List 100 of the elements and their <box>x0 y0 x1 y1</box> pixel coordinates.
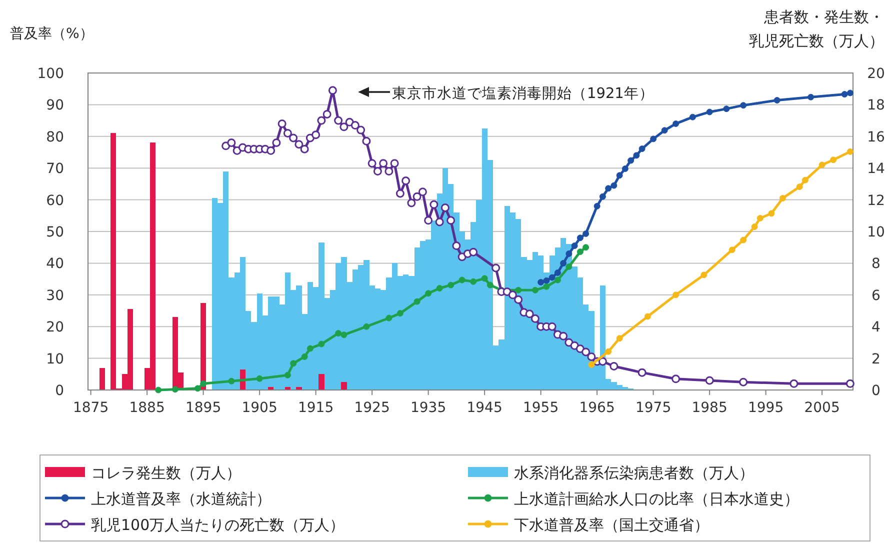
y2-tick-label: 14 <box>867 161 885 178</box>
point <box>582 230 590 237</box>
point <box>548 274 556 281</box>
point <box>661 127 668 134</box>
point <box>830 156 837 164</box>
point <box>458 276 466 284</box>
point <box>560 260 567 266</box>
x-tick-label: 1875 <box>72 400 109 416</box>
point <box>672 292 680 298</box>
point <box>841 90 848 98</box>
legend-label: 上水道普及率（水道統計） <box>91 490 271 508</box>
point <box>538 278 544 286</box>
point <box>256 375 263 382</box>
point <box>616 172 623 179</box>
point <box>554 269 561 276</box>
y2-tick-label: 2 <box>872 351 880 368</box>
x-tick-label: 2005 <box>804 400 840 416</box>
point <box>622 165 628 172</box>
point <box>700 272 708 278</box>
point <box>594 202 600 210</box>
point <box>633 152 640 159</box>
legend-label: 下水道普及率（国土交通省） <box>514 516 709 534</box>
point <box>723 106 730 112</box>
y-tick-label: 50 <box>46 224 64 240</box>
y2-tick-label: 18 <box>867 98 885 114</box>
point <box>155 386 162 394</box>
point <box>436 284 443 292</box>
point <box>808 94 814 100</box>
point <box>566 263 572 270</box>
point <box>756 214 764 222</box>
point <box>301 353 308 360</box>
x-tick-label: 1925 <box>354 400 390 416</box>
y2-tick-label: 20 <box>867 66 885 82</box>
point <box>306 345 314 352</box>
y-tick-label: 100 <box>37 66 64 82</box>
point <box>846 148 854 155</box>
point <box>543 277 550 284</box>
y-tick-label: 80 <box>46 129 64 146</box>
point <box>172 386 178 393</box>
point <box>706 108 713 116</box>
point <box>396 310 404 317</box>
point <box>779 194 786 202</box>
y-axis-title: 普及率（%） <box>10 25 94 42</box>
bar <box>341 382 347 390</box>
point <box>599 193 606 200</box>
point <box>605 185 612 192</box>
point <box>768 210 775 217</box>
point <box>616 335 623 342</box>
point <box>566 250 572 257</box>
x-tick-label: 1975 <box>635 400 672 416</box>
x-tick-label: 1995 <box>748 400 784 416</box>
y-tick-label: 30 <box>46 288 64 304</box>
point <box>605 348 612 355</box>
legend-label: 上水道計画給水人口の比率（日本水道史） <box>514 490 799 508</box>
point <box>481 275 488 282</box>
point <box>448 282 454 288</box>
legend-label: 乳児100万人当たりの死亡数（万人） <box>91 516 345 534</box>
point <box>228 378 235 384</box>
x-tick-label: 1915 <box>298 400 334 416</box>
y-tick-label: 70 <box>46 161 64 178</box>
point <box>515 286 522 294</box>
point <box>582 244 590 251</box>
point <box>290 360 297 367</box>
point <box>414 298 420 305</box>
x-tick-label: 1935 <box>410 400 446 416</box>
y-tick-label: 40 <box>46 256 64 272</box>
point <box>628 157 634 164</box>
point <box>284 372 291 378</box>
y2-tick-label: 4 <box>872 320 881 336</box>
legend-label: コレラ発生数（万人） <box>91 464 241 482</box>
point <box>486 282 494 288</box>
point <box>802 176 808 184</box>
point <box>554 276 561 284</box>
bar <box>99 368 105 390</box>
x-tick-label: 1985 <box>692 400 728 416</box>
y2-tick-label: 12 <box>867 192 885 209</box>
point <box>610 182 618 189</box>
x-tick-label: 1955 <box>522 400 559 416</box>
point <box>650 136 657 142</box>
y-tick-label: 20 <box>46 320 64 336</box>
y2-axis-title: 患者数・発生数・乳児死亡数（万人） <box>749 8 884 50</box>
point <box>689 114 696 120</box>
bar <box>200 302 206 390</box>
point <box>576 234 584 242</box>
point <box>644 313 651 320</box>
point <box>318 340 325 348</box>
point <box>740 236 747 244</box>
y2-tick-label: 8 <box>872 256 880 272</box>
point <box>672 120 680 127</box>
point <box>386 314 392 322</box>
point <box>532 286 538 294</box>
annotation: 東京市水道で塩素消毒開始（1921年） <box>392 85 654 102</box>
point <box>588 361 595 368</box>
y2-tick-label: 10 <box>867 224 885 240</box>
point <box>576 248 584 256</box>
point <box>340 332 348 338</box>
point <box>774 97 780 104</box>
x-tick-label: 1885 <box>129 400 165 416</box>
y-tick-label: 90 <box>46 98 64 114</box>
point <box>728 246 736 254</box>
